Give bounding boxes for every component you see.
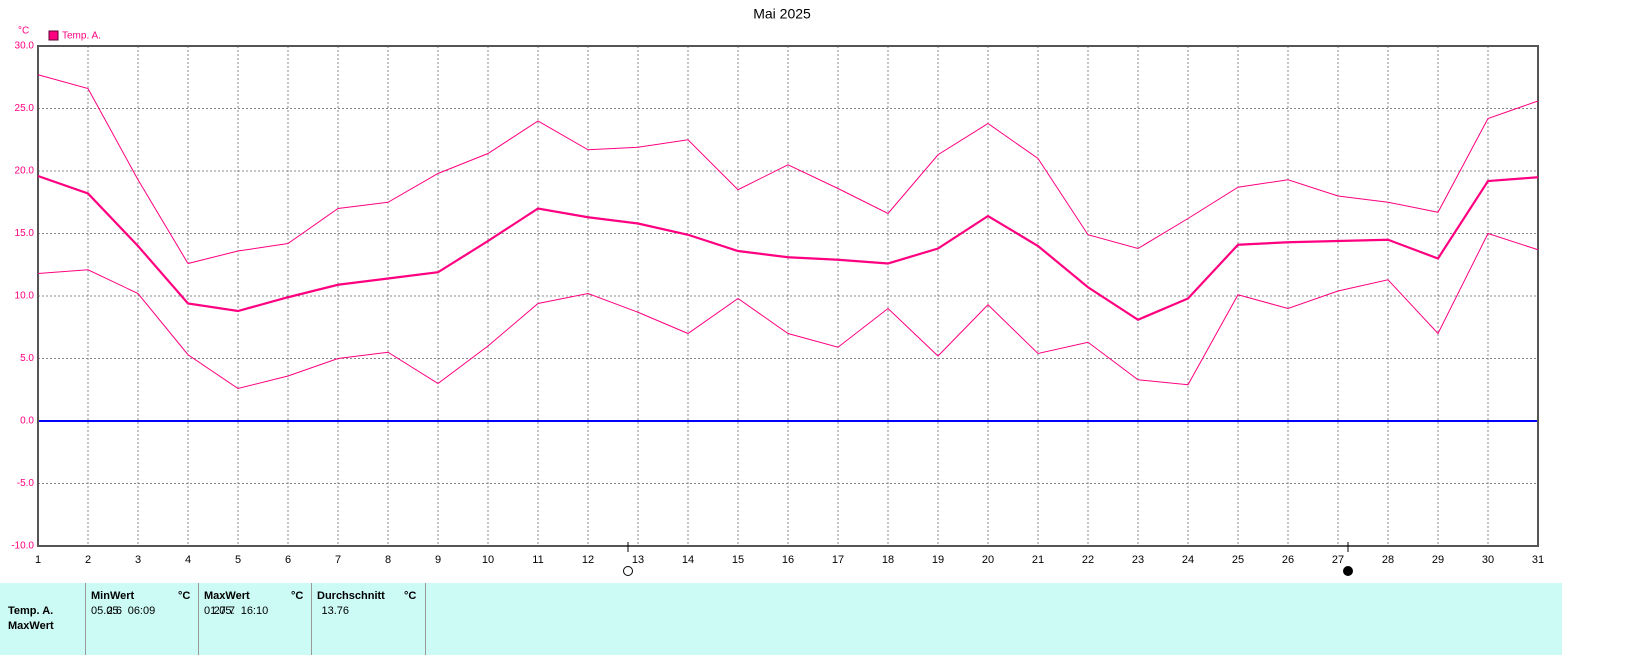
legend-label: Temp. A. [62,31,101,42]
series-line [37,174,1539,321]
x-tick-label: 28 [1382,554,1394,566]
y-tick-label: 20.0 [15,166,35,177]
x-tick-label: 23 [1132,554,1144,566]
header-cell: °C [291,590,304,602]
x-tick-label: 13 [632,554,644,566]
x-tick-label: 15 [732,554,744,566]
cell: 05.05. 06:09 [91,605,156,617]
header-cell: MinWert [91,590,135,602]
y-unit: °C [18,26,29,37]
y-tick-label: 25.0 [15,103,35,114]
row-label: MaxWert [8,620,54,632]
y-tick-label: 30.0 [15,41,35,52]
y-tick-label: -5.0 [17,478,35,489]
x-tick-label: 29 [1432,554,1444,566]
x-tick-label: 3 [135,554,141,566]
plot-frame [37,45,1539,547]
divider [311,583,312,655]
moon-marker [1343,566,1353,576]
divider [198,583,199,655]
x-tick-label: 17 [832,554,844,566]
x-tick-label: 1 [35,554,41,566]
moon-marker [623,566,633,576]
x-tick-label: 25 [1232,554,1244,566]
x-tick-label: 5 [235,554,241,566]
chart: Mai 2025 °C -10.0 -5.0 0.0 5.0 10.0 15.0 20.0 2… [11,6,1544,576]
x-tick-label: 24 [1182,554,1194,566]
y-tick-label: 5.0 [20,353,34,364]
x-tick-label: 26 [1282,554,1294,566]
cell: 27.7 [213,605,235,617]
x-tick-label: 18 [882,554,894,566]
cell: 2.6 [106,605,122,617]
x-tick-label: 16 [782,554,794,566]
y-tick-label: 10.0 [15,291,35,302]
x-tick-label: 11 [532,554,543,566]
summary-table: MinWert °C MaxWert °C Durchschnitt °C Te… [0,583,1562,655]
chart-title: Mai 2025 [753,6,811,22]
x-tick-label: 30 [1482,554,1494,566]
x-tick-label: 14 [682,554,694,566]
x-tick-label: 10 [482,554,494,566]
x-tick-label: 6 [285,554,291,566]
x-tick-label: 19 [932,554,944,566]
x-tick-label: 31 [1532,554,1544,566]
row-label: Temp. A. [8,605,54,617]
legend-swatch [48,30,59,41]
series-line [37,74,1539,265]
x-tick-label: 8 [385,554,391,566]
header-cell: °C [178,590,191,602]
cell: 01.05. 16:10 [204,605,269,617]
y-tick-label: 15.0 [15,228,35,239]
series-line [37,232,1539,390]
divider [85,583,86,655]
x-tick-label: 27 [1332,554,1344,566]
y-tick-label: -10.0 [11,541,34,552]
x-tick-label: 7 [335,554,341,566]
header-cell: Durchschnitt [317,590,385,602]
header-cell: °C [404,590,417,602]
header-cell: MaxWert [204,590,250,602]
x-tick-label: 21 [1032,554,1044,566]
x-tick-label: 4 [185,554,191,566]
y-tick-label: 0.0 [20,416,34,427]
cell: 13.76 [321,605,349,617]
x-tick-label: 9 [435,554,441,566]
x-tick-label: 22 [1082,554,1094,566]
divider [425,583,426,655]
x-tick-label: 2 [85,554,91,566]
x-tick-label: 20 [982,554,994,566]
x-tick-label: 12 [582,554,594,566]
